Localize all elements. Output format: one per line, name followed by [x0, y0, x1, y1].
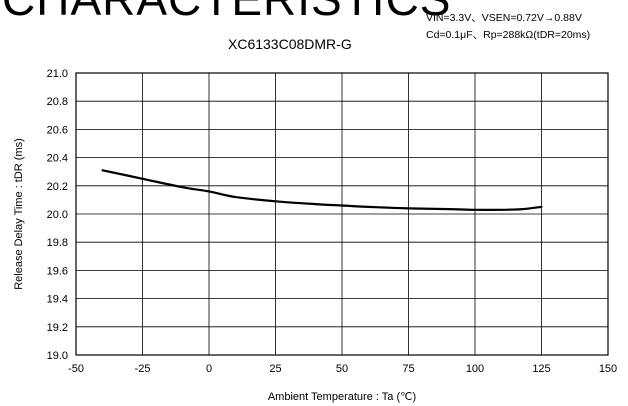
y-tick-label: 20.4	[47, 153, 68, 165]
x-tick-label: -50	[68, 363, 84, 375]
x-tick-label: 100	[466, 363, 484, 375]
y-tick-label: 20.2	[47, 181, 68, 193]
series-line	[101, 169, 543, 211]
y-tick-label: 19.2	[47, 322, 68, 334]
y-tick-label: 20.6	[47, 124, 68, 136]
y-tick-label: 20.8	[47, 96, 68, 108]
x-tick-label: 0	[206, 363, 212, 375]
y-tick-label: 20.0	[47, 209, 68, 221]
x-tick-label: 50	[336, 363, 348, 375]
y-axis-label: Release Delay Time : tDR (ms)	[13, 138, 25, 290]
y-tick-label: 19.6	[47, 265, 68, 277]
grid-lines	[76, 73, 608, 355]
plot-area	[75, 72, 609, 356]
x-tick-label: 25	[269, 363, 281, 375]
x-tick-labels: -50 -25 0 25 50 75 100 125 150	[68, 363, 617, 375]
x-tick-label: 150	[599, 363, 617, 375]
y-tick-label: 19.0	[47, 350, 68, 362]
y-tick-label: 21.0	[47, 68, 68, 80]
x-axis-label: Ambient Temperature : Ta (℃)	[268, 391, 416, 403]
y-tick-label: 19.4	[47, 294, 68, 306]
x-tick-label: 125	[532, 363, 550, 375]
section-heading: CHARACTERISTICS	[2, 0, 451, 26]
y-tick-labels: 19.0 19.2 19.4 19.6 19.8 20.0 20.2 20.4 20.6 20.8…	[47, 68, 68, 362]
test-condition-voltage: VIN=3.3V、VSEN=0.72V→0.88V	[426, 12, 582, 24]
x-tick-label: -25	[135, 363, 151, 375]
y-tick-label: 19.8	[47, 237, 68, 249]
test-condition-capacitance: Cd=0.1μF、Rp=288kΩ(tDR=20ms)	[426, 29, 591, 41]
chart-title: XC6133C08DMR-G	[228, 36, 352, 52]
x-tick-label: 75	[402, 363, 414, 375]
